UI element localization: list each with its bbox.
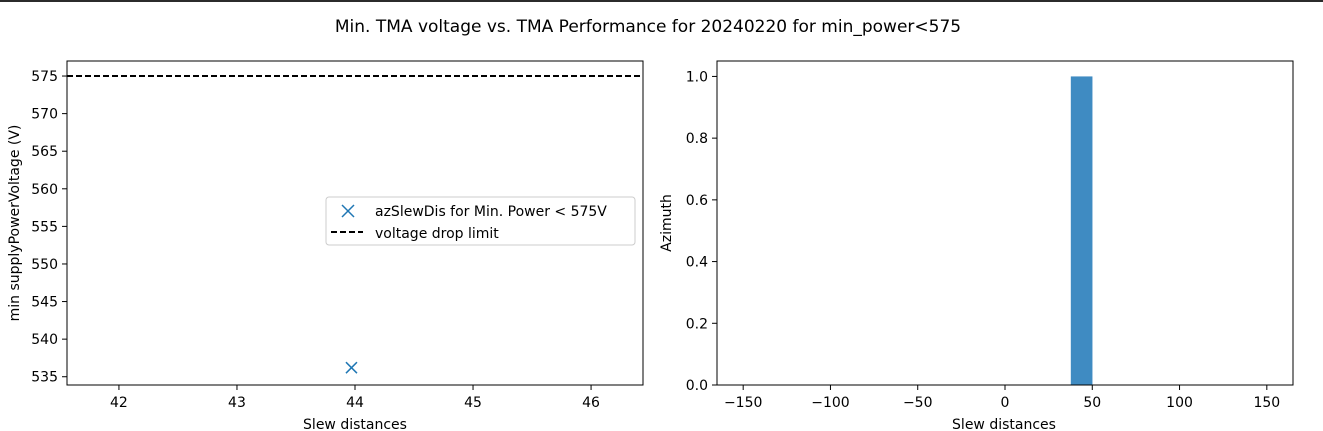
scatter-x-tick-label: 42 xyxy=(110,395,128,411)
legend-x-marker-icon xyxy=(341,204,355,218)
scatter-y-tick-label: 575 xyxy=(31,69,58,85)
scatter-y-axis: 535 540 545 550 555 560 565 570 575 xyxy=(31,69,67,386)
histogram-y-tick-label: 0.6 xyxy=(686,193,708,209)
histogram-panel: −150 −100 −50 0 50 100 150 0.00.20.40.60.81.0 … xyxy=(659,60,1294,431)
histogram-x-axis: −150 −100 −50 0 50 100 150 xyxy=(724,385,1280,411)
scatter-y-tick-label: 550 xyxy=(31,257,58,273)
histogram-x-tick-label: −100 xyxy=(811,395,849,411)
legend-entry-limit: voltage drop limit xyxy=(375,226,499,242)
histogram-y-tick-label: 0.2 xyxy=(686,316,708,332)
histogram-x-label: Slew distances xyxy=(952,417,1056,431)
scatter-y-tick-label: 560 xyxy=(31,182,58,198)
scatter-y-tick-label: 540 xyxy=(31,332,58,348)
histogram-y-tick-label: 0.4 xyxy=(686,255,708,271)
scatter-point xyxy=(345,361,358,374)
histogram-y-tick-label: 0.8 xyxy=(686,131,708,147)
histogram-x-tick-label: 100 xyxy=(1166,395,1193,411)
scatter-x-label: Slew distances xyxy=(303,417,407,431)
histogram-x-tick-label: −50 xyxy=(903,395,933,411)
scatter-y-tick-label: 535 xyxy=(31,370,58,386)
histogram-x-tick-label: 0 xyxy=(1001,395,1010,411)
scatter-marks xyxy=(67,75,643,374)
histogram-x-tick-label: −150 xyxy=(724,395,762,411)
histogram-x-tick-label: 50 xyxy=(1083,395,1101,411)
histogram-bar xyxy=(1070,76,1093,385)
scatter-y-tick-label: 565 xyxy=(31,144,58,160)
scatter-y-tick-label: 555 xyxy=(31,219,58,235)
histogram-bars xyxy=(1070,76,1093,385)
scatter-x-axis: 42 43 44 45 46 xyxy=(110,385,600,411)
scatter-y-tick-label: 545 xyxy=(31,295,58,311)
scatter-x-tick-label: 45 xyxy=(464,395,482,411)
histogram-y-tick-label: 1.0 xyxy=(686,69,708,85)
scatter-x-tick-label: 46 xyxy=(582,395,600,411)
window-top-border xyxy=(0,0,1323,2)
histogram-y-label: Azimuth xyxy=(659,194,675,252)
scatter-panel: 42 43 44 45 46 535 540 545 550 555 560 565 570 575 S… xyxy=(7,60,644,431)
histogram-plot-area xyxy=(716,60,1294,386)
scatter-x-tick-label: 44 xyxy=(346,395,364,411)
scatter-x-tick-label: 43 xyxy=(228,395,246,411)
figure-title: Min. TMA voltage vs. TMA Performance for… xyxy=(335,17,961,37)
histogram-y-tick-label: 0.0 xyxy=(686,378,708,394)
histogram-y-axis: 0.0 0.2 0.4 0.6 0.8 1.0 xyxy=(686,69,717,394)
scatter-y-label: min supplyPowerVoltage (V) xyxy=(7,125,23,322)
scatter-legend: azSlewDis for Min. Power < 575V voltage … xyxy=(325,196,636,246)
legend-entry-scatter: azSlewDis for Min. Power < 575V xyxy=(375,204,607,220)
histogram-x-tick-label: 150 xyxy=(1253,395,1280,411)
scatter-y-tick-label: 570 xyxy=(31,107,58,123)
legend-box xyxy=(325,196,636,246)
